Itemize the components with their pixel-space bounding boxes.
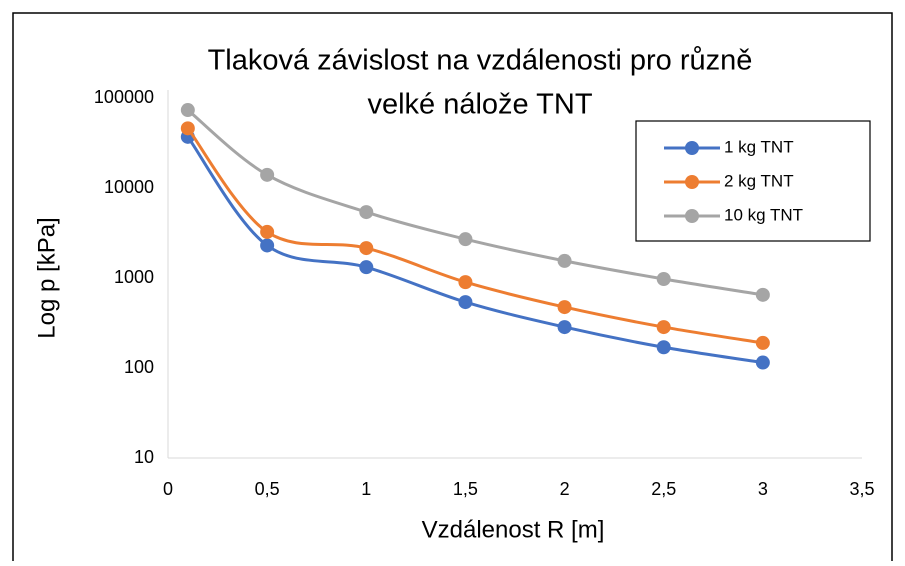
chart-border — [12, 12, 893, 566]
data-point — [755, 287, 770, 302]
x-tick-label: 1,5 — [453, 479, 478, 499]
x-tick-label: 0,5 — [255, 479, 280, 499]
data-point — [656, 271, 671, 286]
data-point — [458, 232, 473, 247]
chart-title: velké nálože TNT — [367, 89, 592, 121]
y-tick-label: 10000 — [104, 177, 154, 197]
y-tick-label: 10 — [134, 447, 154, 467]
data-point — [359, 260, 374, 275]
data-point — [180, 121, 195, 136]
x-tick-label: 3 — [758, 479, 768, 499]
data-point — [260, 224, 275, 239]
legend-label: 1 kg TNT — [724, 137, 794, 156]
x-tick-label: 3,5 — [849, 479, 874, 499]
chart-title: Tlaková závislost na vzdálenosti pro růz… — [208, 45, 753, 77]
data-point — [458, 295, 473, 310]
legend-marker — [685, 175, 699, 189]
data-point — [656, 340, 671, 355]
x-axis-label: Vzdálenost R [m] — [422, 516, 605, 543]
data-point — [260, 167, 275, 182]
legend-label: 2 kg TNT — [724, 171, 794, 190]
data-point — [557, 320, 572, 335]
x-tick-label: 0 — [163, 479, 173, 499]
legend-marker — [685, 209, 699, 223]
x-tick-label: 2 — [560, 479, 570, 499]
legend-label: 10 kg TNT — [724, 205, 803, 224]
data-point — [557, 300, 572, 315]
y-tick-label: 1000 — [114, 267, 154, 287]
x-tick-label: 1 — [361, 479, 371, 499]
y-tick-label: 100 — [124, 357, 154, 377]
data-point — [755, 355, 770, 370]
data-point — [656, 320, 671, 335]
data-point — [359, 241, 374, 256]
data-point — [260, 238, 275, 253]
y-tick-label: 100000 — [94, 87, 154, 107]
data-point — [359, 205, 374, 220]
data-point — [755, 335, 770, 350]
data-point — [557, 253, 572, 268]
legend-marker — [685, 141, 699, 155]
data-point — [180, 103, 195, 118]
y-axis-label: Log p [kPa] — [33, 217, 60, 338]
x-tick-label: 2,5 — [651, 479, 676, 499]
data-point — [458, 275, 473, 290]
